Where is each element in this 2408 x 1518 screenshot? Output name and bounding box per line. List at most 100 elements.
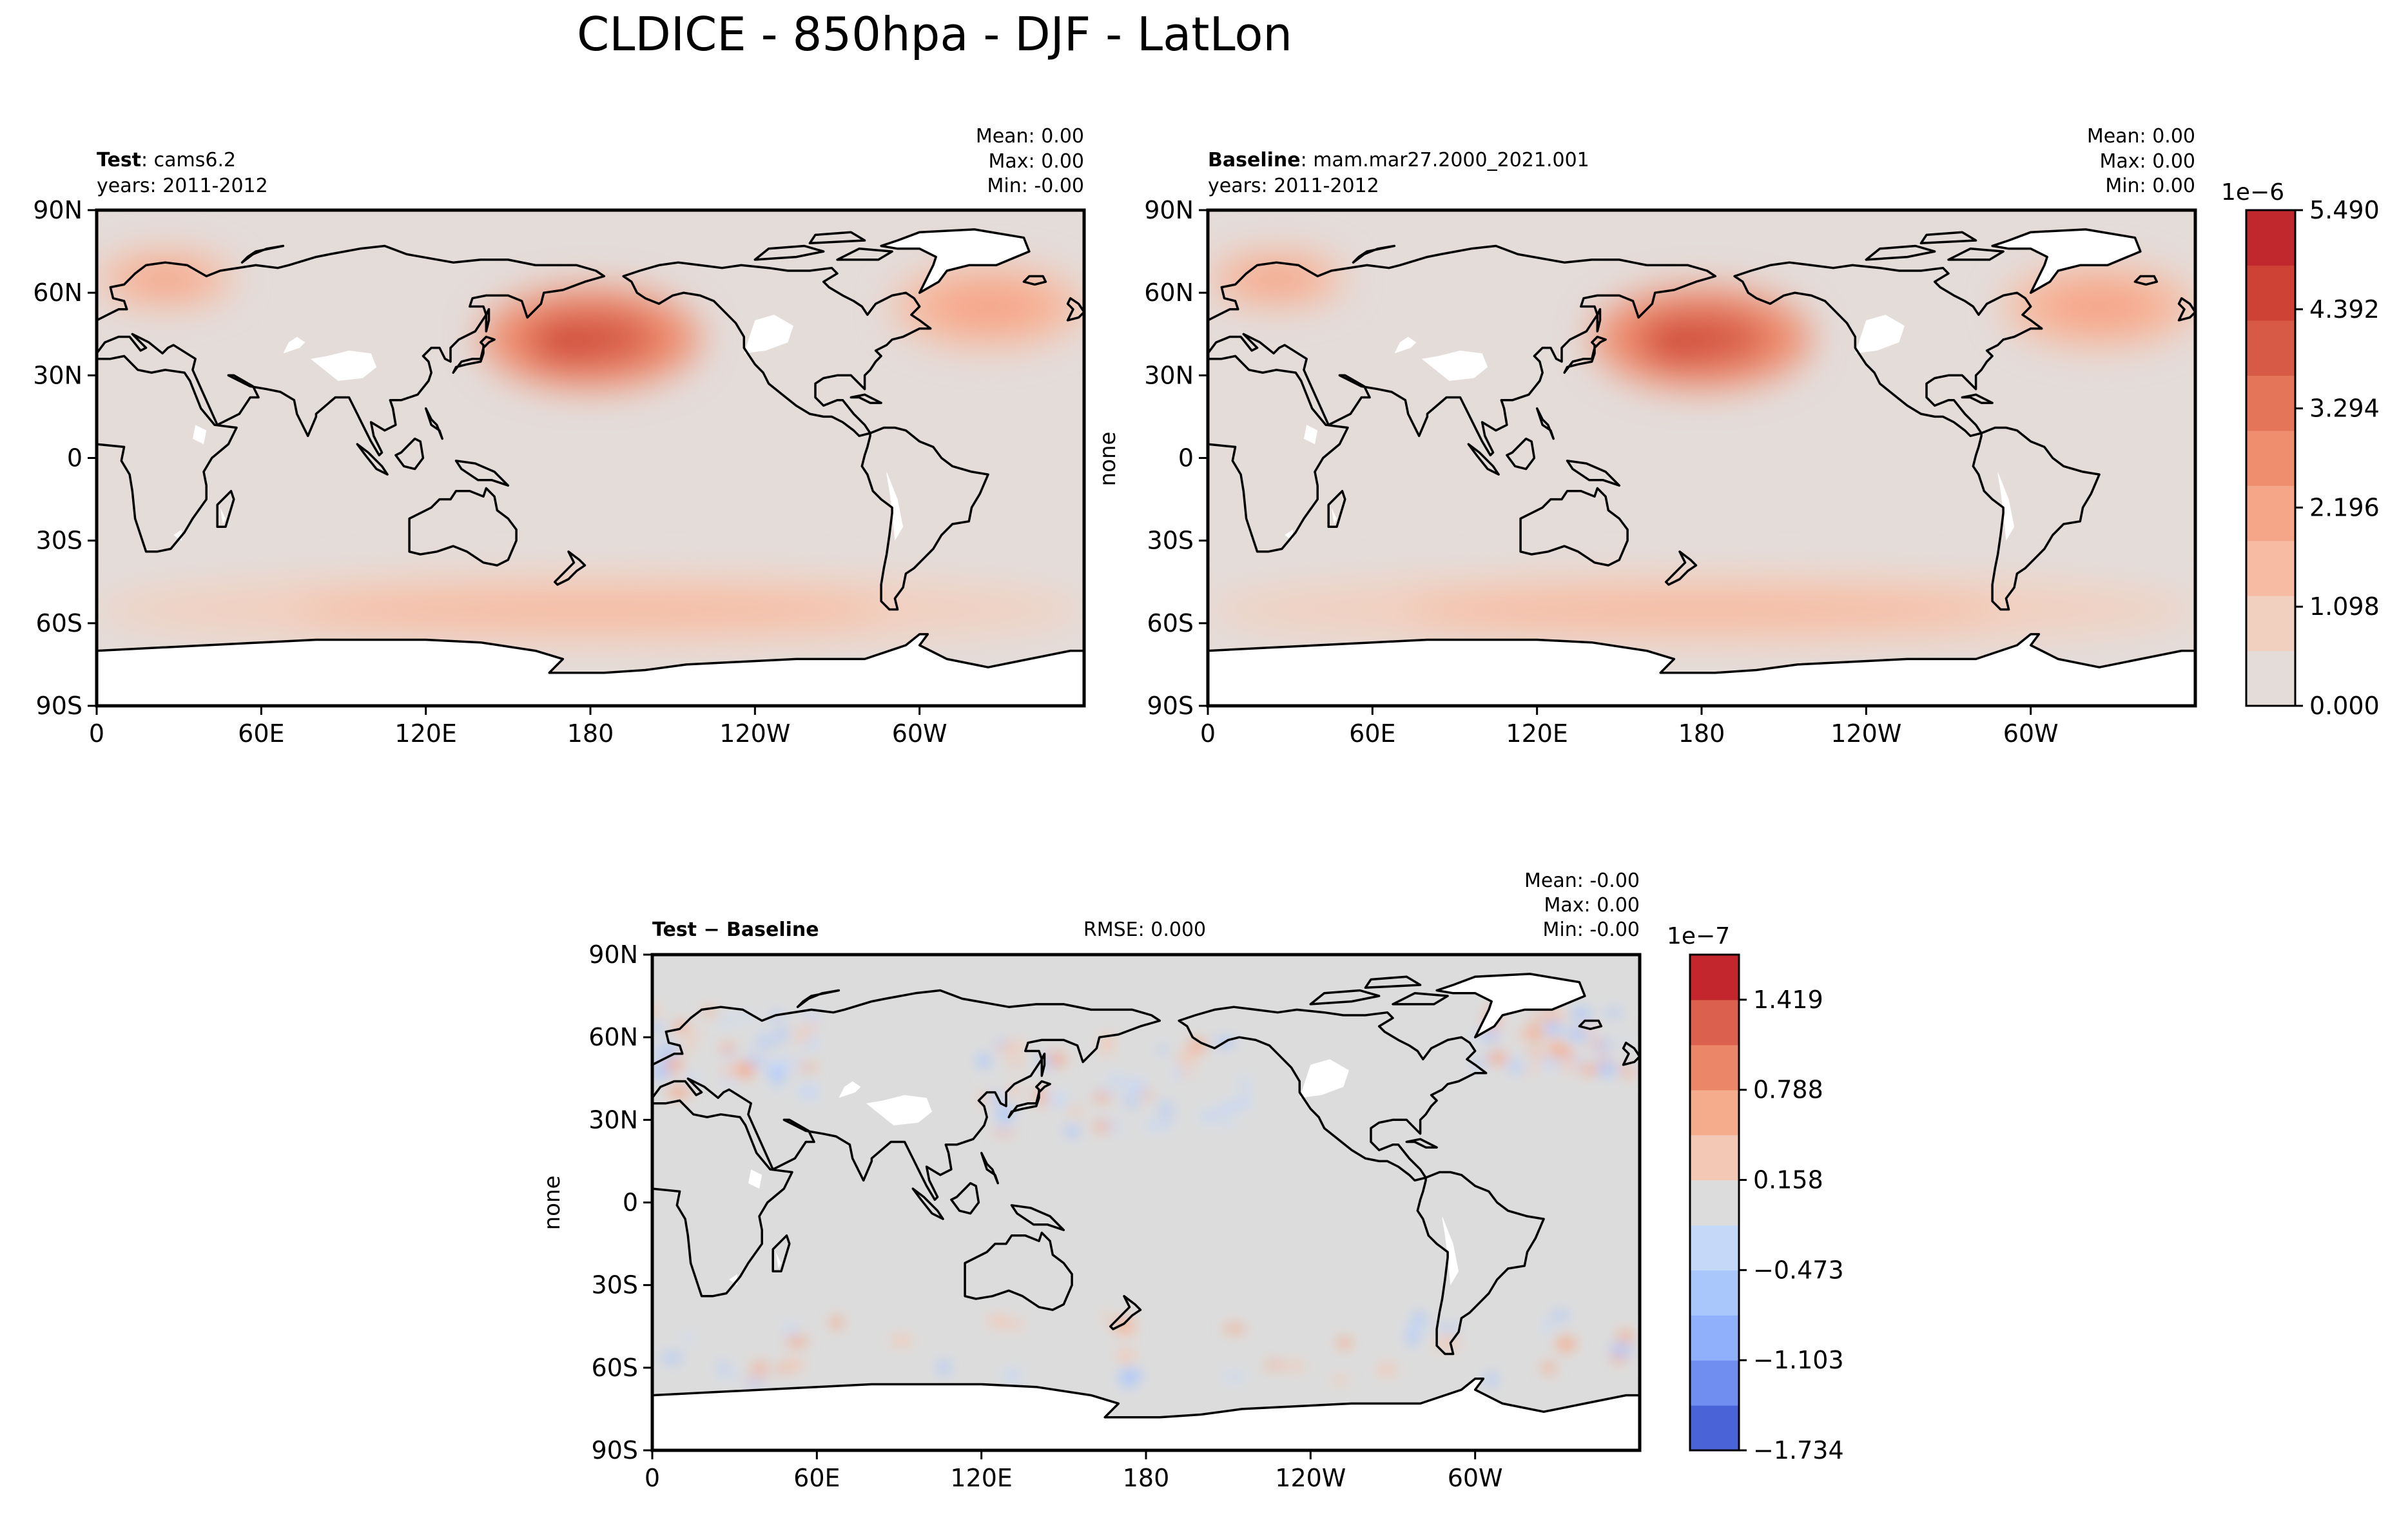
diff-speck [723, 1052, 737, 1060]
colorbar-bin [2246, 210, 2295, 266]
y-tick-label: 30N [1144, 361, 1194, 389]
coastline-namerica [1178, 1006, 1488, 1182]
diff-speck [1543, 1038, 1562, 1046]
diff-speck [1627, 1069, 1640, 1076]
stat-mean: Mean: 0.00 [2087, 125, 2195, 148]
missing-data-region [1303, 425, 1318, 445]
diff-speck [1218, 1102, 1237, 1114]
diff-speck [1569, 1056, 1586, 1066]
coastline-eurasia [97, 244, 606, 456]
figure-title: CLDICE - 850hpa - DJF - LatLon [577, 7, 1292, 61]
diff-speck [753, 1040, 777, 1047]
coastline-newguinea [454, 460, 510, 487]
missing-data-region [220, 507, 226, 524]
missing-data-region [775, 1252, 781, 1269]
diff-speck [1485, 1373, 1497, 1386]
diff-speck [1125, 1097, 1138, 1106]
colorbar-bin [2246, 320, 2295, 376]
y-tick-label: 90S [36, 692, 83, 720]
coastline-arctic1 [1309, 989, 1381, 1006]
y-tick-label: 0 [623, 1189, 638, 1217]
diff-speck [1264, 1362, 1284, 1368]
y-tick-label: 30S [592, 1271, 638, 1299]
diff-speck [799, 1064, 818, 1070]
y-tick-label: 60N [1144, 278, 1194, 307]
missing-data-region [744, 315, 793, 354]
diff-speck [1145, 1120, 1160, 1130]
coastline-greenland [1435, 973, 1586, 1038]
diff-speck [1542, 1321, 1553, 1332]
missing-data-region [866, 1095, 933, 1125]
diff-speck [1283, 1362, 1306, 1370]
diff-speck [717, 1370, 739, 1377]
coastline-eurasia [652, 989, 1161, 1201]
coastline-antarctica [1208, 633, 2195, 706]
panel-years: years: 2011-2012 [1208, 175, 1379, 197]
diff-speck [1003, 1320, 1025, 1328]
diff-speck [1412, 1312, 1426, 1324]
diff-speck [1578, 1065, 1599, 1074]
panel-label: Test − Baseline [652, 919, 819, 941]
diff-speck [1552, 1011, 1567, 1022]
diff-speck [773, 1082, 781, 1092]
coastline-gbritain [1622, 1041, 1640, 1066]
coastline-gbritain [1066, 297, 1084, 322]
panel-label: Test: cams6.2 [97, 149, 236, 171]
coastline-sakhalin [1040, 1053, 1046, 1077]
coastline-antarctica [97, 633, 1084, 706]
coastline-australia [1519, 487, 1629, 567]
x-tick-label: 120E [394, 719, 457, 748]
x-tick-label: 60W [892, 719, 947, 748]
diff-speck [987, 1314, 1008, 1327]
diff-speck [1406, 1330, 1419, 1345]
field-region-core [930, 284, 1046, 329]
x-tick-label: 60E [793, 1464, 840, 1492]
diff-speck [1039, 1102, 1050, 1108]
field-region-max [532, 333, 594, 364]
missing-data-region [748, 1169, 762, 1189]
y-tick-label: 0 [67, 444, 83, 472]
x-tick-label: 120E [950, 1464, 1013, 1492]
coastline-philippines [424, 407, 443, 440]
coastline-iceland [1578, 1019, 1603, 1031]
x-tick-label: 60W [1448, 1464, 1503, 1492]
land-mask [97, 228, 1084, 706]
coastline-arctic3 [1919, 231, 1977, 245]
coastline-sakhalin [1596, 308, 1602, 333]
missing-data-region [310, 350, 377, 381]
field-region-core [1235, 264, 1318, 295]
diff-speck [1070, 1105, 1082, 1117]
coastline-cuba [850, 393, 882, 404]
missing-data-region [1394, 336, 1417, 354]
coastline-sumatra [1467, 443, 1500, 476]
field-overlay [97, 251, 1084, 646]
diff-speck [683, 1040, 695, 1051]
missing-data-region [283, 336, 306, 354]
diff-speck [786, 1336, 808, 1347]
missing-data-region [1992, 229, 2141, 293]
coastline-australia [408, 487, 518, 567]
diff-speck [720, 1067, 738, 1076]
diff-speck [1116, 1349, 1136, 1363]
coastline-arctic2 [1392, 992, 1449, 1006]
coastline-nzealand [1664, 550, 1698, 586]
diff-speck [721, 1017, 735, 1025]
field-blobs [97, 251, 1084, 646]
y-tick-label: 90S [592, 1436, 638, 1464]
colorbar-tick-label: 0.000 [2309, 692, 2380, 720]
diff-speck [1596, 1051, 1606, 1058]
diff-speck [1093, 1122, 1111, 1131]
diff-speck [1157, 1047, 1168, 1053]
coastline-japan [1007, 1080, 1051, 1118]
diff-speck [718, 1362, 727, 1370]
coastline-arctic3 [808, 231, 866, 245]
y-axis-label: none [539, 1176, 565, 1231]
diff-speck [1046, 1094, 1069, 1105]
coastline-cuba [1961, 393, 1994, 404]
colorbar-bin [2246, 375, 2295, 431]
coastline-samerica [1972, 426, 2101, 611]
y-tick-label: 90N [1144, 196, 1194, 224]
colorbar-bin [1690, 1180, 1739, 1226]
